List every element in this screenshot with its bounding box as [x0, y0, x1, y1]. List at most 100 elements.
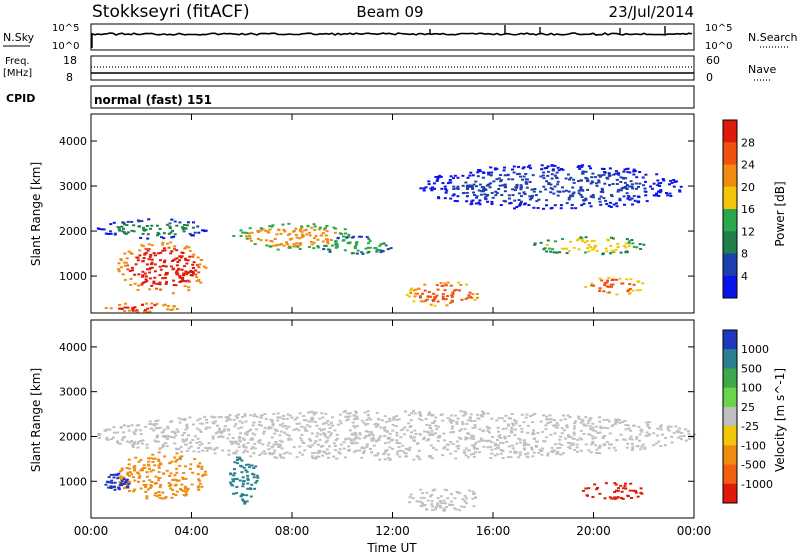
- velocity-cell: [152, 457, 156, 460]
- power-cell: [150, 284, 154, 287]
- velocity-cell: [377, 439, 381, 442]
- velocity-cell: [496, 430, 500, 433]
- power-cell: [488, 186, 492, 189]
- power-cell: [375, 250, 379, 253]
- velocity-cell: [319, 433, 323, 436]
- velocity-cell: [373, 423, 377, 426]
- velocity-cell: [234, 423, 238, 425]
- velocity-cell: [127, 429, 131, 432]
- power-cell: [133, 282, 137, 285]
- velocity-cell: [634, 489, 638, 492]
- time-tick-labels: 00:00 04:00 08:00 12:00 16:00 20:00 00:00: [74, 524, 712, 538]
- power-cell: [161, 264, 165, 267]
- power-cell: [172, 284, 176, 286]
- power-cell: [606, 279, 610, 282]
- velocity-cell: [595, 488, 599, 491]
- velocity-cell: [659, 428, 663, 431]
- power-cell: [298, 229, 302, 232]
- power-cell: [162, 247, 166, 250]
- power-cell: [560, 247, 564, 250]
- power-cell: [597, 181, 601, 184]
- velocity-region-1: [118, 451, 208, 500]
- power-cell: [152, 280, 156, 283]
- velocity-cell: [463, 494, 467, 497]
- velocity-cell: [139, 469, 143, 472]
- velocity-cell: [607, 443, 611, 446]
- power-cell: [604, 199, 608, 202]
- velocity-cell: [383, 458, 387, 461]
- power-cell: [511, 178, 515, 181]
- velocity-cell: [162, 428, 166, 431]
- power-cell: [627, 245, 631, 248]
- velocity-cell: [342, 441, 346, 444]
- velocity-cell: [260, 414, 264, 417]
- power-cell: [121, 230, 125, 233]
- power-cell: [616, 190, 620, 193]
- velocity-cell: [428, 426, 432, 429]
- velocity-cell: [298, 412, 302, 415]
- velocity-cell: [154, 482, 158, 484]
- velocity-cell: [430, 432, 434, 435]
- velocity-cell: [288, 452, 292, 455]
- power-cell: [658, 191, 662, 194]
- velocity-cell: [482, 412, 486, 414]
- velocity-cell: [460, 505, 463, 508]
- power-cell: [187, 246, 191, 249]
- time-tick-label: 12:00: [375, 524, 410, 538]
- velocity-cell: [667, 429, 671, 432]
- velocity-cell: [497, 447, 500, 449]
- power-cell: [450, 294, 454, 297]
- velocity-cell: [428, 434, 432, 436]
- velocity-cell: [624, 487, 627, 490]
- velocity-cell: [491, 435, 495, 438]
- velocity-cell: [421, 504, 425, 507]
- power-cell: [232, 235, 236, 237]
- power-cell: [196, 256, 200, 259]
- velocity-cell: [436, 497, 440, 499]
- velocity-cell: [509, 450, 513, 453]
- velocity-cell: [188, 416, 192, 419]
- power-cell: [520, 195, 523, 198]
- velocity-cell: [421, 492, 424, 495]
- power-cell: [423, 299, 427, 302]
- power-cell: [517, 192, 521, 195]
- velocity-cell: [189, 445, 193, 448]
- velocity-cell: [364, 430, 368, 433]
- power-cell: [127, 231, 130, 234]
- velocity-cell: [318, 451, 321, 454]
- power-cell: [130, 266, 134, 269]
- velocity-cell: [227, 429, 231, 432]
- velocity-cell: [191, 439, 195, 442]
- velocity-cell: [234, 440, 238, 443]
- power-cell: [381, 250, 385, 253]
- time-tick-label: 04:00: [174, 524, 209, 538]
- velocity-cell: [467, 449, 471, 452]
- velocity-cell: [134, 456, 138, 459]
- velocity-cell: [200, 467, 204, 470]
- velocity-cell: [344, 415, 348, 418]
- velocity-cell: [645, 431, 649, 434]
- velocity-cell: [370, 439, 374, 442]
- velocity-cell: [603, 497, 607, 500]
- power-cell: [455, 200, 459, 203]
- power-cell: [123, 264, 127, 267]
- velocity-cell: [572, 431, 576, 434]
- velocity-cell: [536, 440, 539, 443]
- velocity-cell: [375, 454, 379, 457]
- power-cell: [158, 281, 162, 284]
- power-cell: [656, 184, 660, 187]
- velocity-cell: [428, 424, 432, 427]
- velocity-cell: [455, 420, 459, 423]
- velocity-cell: [203, 473, 207, 476]
- velocity-cell: [246, 442, 250, 445]
- power-cell: [427, 180, 431, 183]
- velocity-cell: [486, 429, 490, 432]
- velocity-cell: [462, 410, 466, 413]
- velocity-cell: [137, 480, 140, 483]
- velocity-cell: [473, 420, 477, 422]
- velocity-cell: [183, 494, 187, 496]
- velocity-cell: [149, 427, 153, 430]
- velocity-cell: [333, 445, 337, 447]
- velocity-cell: [672, 431, 676, 434]
- power-cell: [419, 187, 423, 190]
